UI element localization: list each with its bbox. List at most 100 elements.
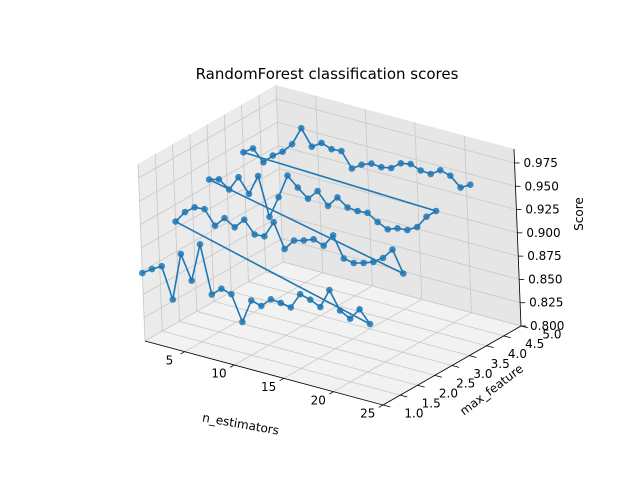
z-grid-line — [143, 214, 520, 295]
data-point — [251, 231, 258, 238]
data-point — [328, 145, 335, 153]
data-point — [308, 143, 316, 150]
data-point — [394, 225, 401, 232]
data-point — [201, 205, 208, 213]
data-point — [389, 246, 396, 253]
data-point — [240, 216, 248, 223]
data-point — [397, 160, 405, 167]
data-point — [338, 147, 345, 155]
data-point — [245, 190, 253, 198]
data-point — [267, 296, 275, 303]
y-tick-mark — [486, 345, 494, 349]
data-point — [404, 226, 411, 234]
y-tick-mark — [503, 335, 511, 339]
back-pane — [276, 85, 521, 326]
data-point — [340, 255, 348, 262]
y-tick-label: 5.0 — [542, 327, 561, 341]
data-point — [467, 181, 474, 188]
data-point — [290, 237, 298, 244]
data-point — [457, 184, 464, 191]
data-point — [139, 269, 146, 277]
data-point — [413, 223, 421, 231]
y-axis-line — [382, 325, 522, 406]
chart-panes — [138, 85, 521, 405]
data-point — [378, 163, 385, 171]
data-point — [387, 164, 395, 172]
chart-series — [139, 124, 474, 328]
data-point — [329, 232, 337, 239]
data-point — [235, 173, 242, 181]
y-tick-mark — [469, 355, 477, 358]
z-tick-label: 0.900 — [526, 226, 560, 240]
data-point — [324, 202, 332, 210]
z-grid-line — [143, 238, 521, 319]
data-point — [191, 204, 198, 211]
data-point — [437, 166, 444, 174]
data-point — [275, 193, 282, 201]
y-tick-mark — [400, 394, 408, 398]
data-point — [326, 286, 333, 294]
data-point — [148, 265, 156, 273]
z-axis-label: Score — [572, 197, 586, 231]
z-grid-line — [140, 145, 517, 225]
data-point — [211, 222, 219, 229]
data-point — [240, 149, 247, 156]
data-point — [169, 296, 177, 303]
data-point — [358, 161, 365, 168]
y-tick-label: 4.0 — [508, 347, 527, 361]
data-point — [400, 270, 407, 277]
y-tick-mark — [451, 365, 460, 368]
chart-tick-labels: 5 10 15 20 25 1.01.52.02.53.03.54.04.55.00.80… — [166, 156, 565, 421]
data-point — [260, 159, 267, 166]
data-point — [314, 187, 321, 195]
data-point — [287, 304, 295, 311]
z-grid-line — [139, 121, 516, 202]
data-point — [370, 258, 377, 266]
data-point — [294, 184, 302, 191]
data-point — [336, 307, 344, 314]
x-axis-label: n_estimators — [201, 410, 280, 437]
data-point — [334, 194, 341, 201]
data-point — [417, 167, 425, 174]
data-point — [366, 320, 374, 328]
data-point — [344, 204, 351, 211]
data-point — [356, 306, 363, 313]
y-tick-label: 1.5 — [422, 396, 441, 410]
x-tick-label: 20 — [311, 393, 326, 407]
data-point — [248, 297, 255, 304]
data-point — [317, 303, 324, 311]
data-point — [269, 152, 277, 159]
data-point — [172, 218, 179, 225]
y-tick-mark — [382, 404, 391, 408]
data-point — [261, 233, 268, 240]
y-tick-label: 2.5 — [456, 377, 475, 391]
y-tick-mark — [434, 374, 442, 378]
data-point — [181, 208, 189, 216]
data-point — [254, 172, 262, 180]
data-point — [318, 139, 325, 147]
data-point — [310, 236, 317, 243]
data-point — [279, 148, 286, 155]
chart-axes — [144, 148, 529, 408]
x-tick-label: 25 — [360, 407, 375, 421]
z-tick-label: 0.825 — [529, 296, 563, 310]
data-point — [320, 242, 328, 249]
z-grid-line — [144, 261, 522, 342]
x-tick-label: 10 — [211, 367, 226, 381]
data-point — [427, 170, 435, 178]
x-tick-mark — [229, 364, 235, 368]
data-point — [306, 296, 314, 304]
x-tick-mark — [279, 377, 285, 382]
y-tick-label: 1.0 — [404, 406, 423, 420]
z-tick-label: 0.975 — [524, 156, 558, 170]
y-tick-label: 3.5 — [491, 357, 510, 371]
data-point — [360, 259, 367, 267]
y-tick-label: 3.0 — [473, 367, 492, 381]
data-point — [348, 165, 356, 172]
data-point — [298, 124, 305, 132]
data-point — [177, 250, 185, 258]
data-point — [296, 290, 304, 298]
data-point — [346, 315, 354, 323]
data-point — [447, 172, 454, 179]
